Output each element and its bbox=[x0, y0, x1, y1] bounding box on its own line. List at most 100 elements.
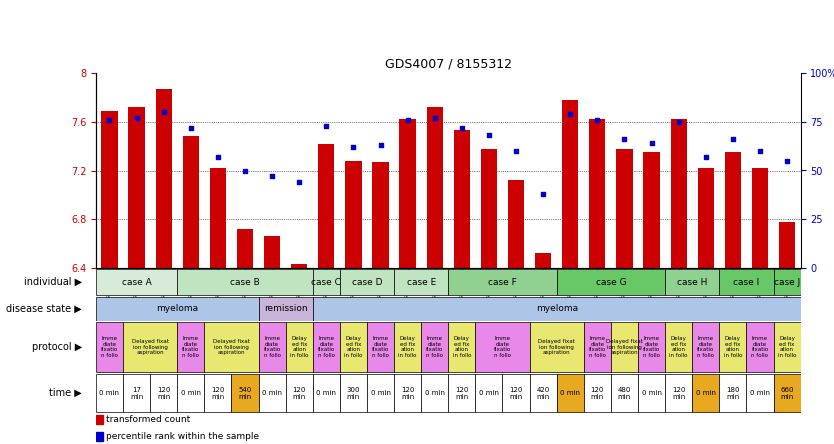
Text: Imme
diate
fixatio
n follo: Imme diate fixatio n follo bbox=[372, 336, 389, 358]
Point bbox=[618, 136, 631, 143]
Text: 480
min: 480 min bbox=[618, 386, 631, 400]
Bar bbox=[502, 374, 530, 412]
Bar bbox=[719, 374, 746, 412]
Point bbox=[699, 153, 712, 160]
Text: Imme
diate
fixatio
n follo: Imme diate fixatio n follo bbox=[182, 336, 199, 358]
Text: individual ▶: individual ▶ bbox=[23, 277, 82, 287]
Bar bbox=[96, 322, 123, 372]
Text: 120
min: 120 min bbox=[455, 386, 469, 400]
Point bbox=[564, 111, 577, 118]
Text: time ▶: time ▶ bbox=[49, 388, 82, 398]
Text: case B: case B bbox=[230, 278, 260, 286]
Bar bbox=[475, 322, 530, 372]
Bar bbox=[210, 168, 226, 268]
Point bbox=[510, 147, 523, 155]
Bar bbox=[584, 322, 610, 372]
Bar bbox=[178, 269, 313, 295]
Bar bbox=[285, 374, 313, 412]
Point bbox=[401, 116, 414, 123]
Bar bbox=[692, 322, 719, 372]
Bar bbox=[313, 297, 801, 321]
Bar bbox=[725, 152, 741, 268]
Text: case I: case I bbox=[733, 278, 760, 286]
Bar bbox=[610, 322, 638, 372]
Point bbox=[293, 178, 306, 186]
Bar bbox=[123, 322, 178, 372]
Text: Delay
ed fix
ation
in follo: Delay ed fix ation in follo bbox=[399, 336, 417, 358]
Text: 17
min: 17 min bbox=[130, 386, 143, 400]
Text: Imme
diate
fixatio
n follo: Imme diate fixatio n follo bbox=[494, 336, 511, 358]
Bar bbox=[616, 149, 633, 268]
Bar bbox=[291, 264, 307, 268]
Bar bbox=[697, 168, 714, 268]
Text: 0 min: 0 min bbox=[316, 390, 336, 396]
Bar bbox=[178, 374, 204, 412]
Text: case F: case F bbox=[488, 278, 517, 286]
Bar bbox=[530, 374, 557, 412]
Bar bbox=[774, 269, 801, 295]
Text: Imme
diate
fixatio
n follo: Imme diate fixatio n follo bbox=[751, 336, 769, 358]
Text: Imme
diate
fixatio
n follo: Imme diate fixatio n follo bbox=[589, 336, 606, 358]
Text: 0 min: 0 min bbox=[181, 390, 201, 396]
Text: 0 min: 0 min bbox=[750, 390, 770, 396]
Text: case J: case J bbox=[774, 278, 800, 286]
Text: Delay
ed fix
ation
in follo: Delay ed fix ation in follo bbox=[344, 336, 363, 358]
Text: Imme
diate
fixatio
n follo: Imme diate fixatio n follo bbox=[318, 336, 335, 358]
Bar bbox=[183, 136, 199, 268]
Bar bbox=[557, 374, 584, 412]
Text: disease state ▶: disease state ▶ bbox=[6, 304, 82, 313]
Point bbox=[319, 122, 333, 129]
Bar bbox=[313, 269, 340, 295]
Bar bbox=[399, 119, 415, 268]
Bar bbox=[259, 322, 285, 372]
Text: 0 min: 0 min bbox=[262, 390, 282, 396]
Text: 540
min: 540 min bbox=[239, 386, 252, 400]
Text: case A: case A bbox=[122, 278, 152, 286]
Bar bbox=[313, 374, 340, 412]
Bar bbox=[96, 297, 259, 321]
Bar bbox=[638, 374, 666, 412]
Text: Delay
ed fix
ation
in follo: Delay ed fix ation in follo bbox=[778, 336, 796, 358]
Text: case C: case C bbox=[311, 278, 341, 286]
Bar bbox=[562, 100, 579, 268]
Point bbox=[239, 167, 252, 174]
Point bbox=[455, 124, 469, 131]
Bar bbox=[530, 322, 584, 372]
Text: Imme
diate
fixatio
n follo: Imme diate fixatio n follo bbox=[697, 336, 715, 358]
Bar bbox=[426, 107, 443, 268]
Bar bbox=[237, 229, 254, 268]
Text: Delay
ed fix
ation
in follo: Delay ed fix ation in follo bbox=[670, 336, 688, 358]
Text: Delay
ed fix
ation
in follo: Delay ed fix ation in follo bbox=[453, 336, 471, 358]
Text: case E: case E bbox=[406, 278, 436, 286]
Text: Delayed fixat
ion following
aspiration: Delayed fixat ion following aspiration bbox=[132, 339, 168, 355]
Text: Delayed fixat
ion following
aspiration: Delayed fixat ion following aspiration bbox=[213, 339, 250, 355]
Text: 0 min: 0 min bbox=[696, 390, 716, 396]
Bar bbox=[204, 322, 259, 372]
Point bbox=[103, 116, 116, 123]
Bar bbox=[232, 374, 259, 412]
Bar bbox=[204, 374, 232, 412]
Bar bbox=[421, 322, 449, 372]
Bar bbox=[394, 322, 421, 372]
Point bbox=[672, 118, 686, 125]
Text: myeloma: myeloma bbox=[156, 304, 198, 313]
Text: Imme
diate
fixatio
n follo: Imme diate fixatio n follo bbox=[426, 336, 444, 358]
Text: Imme
diate
fixatio
n follo: Imme diate fixatio n follo bbox=[643, 336, 661, 358]
Bar bbox=[340, 322, 367, 372]
Text: case G: case G bbox=[595, 278, 626, 286]
Text: 0 min: 0 min bbox=[560, 390, 580, 396]
Point bbox=[482, 132, 495, 139]
Text: 0 min: 0 min bbox=[425, 390, 445, 396]
Bar bbox=[123, 374, 150, 412]
Bar bbox=[666, 269, 719, 295]
Text: 120
min: 120 min bbox=[401, 386, 414, 400]
Bar bbox=[319, 144, 334, 268]
Bar bbox=[150, 374, 178, 412]
Bar bbox=[372, 162, 389, 268]
Point bbox=[781, 157, 794, 164]
Bar bbox=[394, 374, 421, 412]
Point bbox=[157, 108, 170, 115]
Text: 120
min: 120 min bbox=[672, 386, 686, 400]
Bar bbox=[449, 269, 557, 295]
Title: GDS4007 / 8155312: GDS4007 / 8155312 bbox=[384, 57, 512, 71]
